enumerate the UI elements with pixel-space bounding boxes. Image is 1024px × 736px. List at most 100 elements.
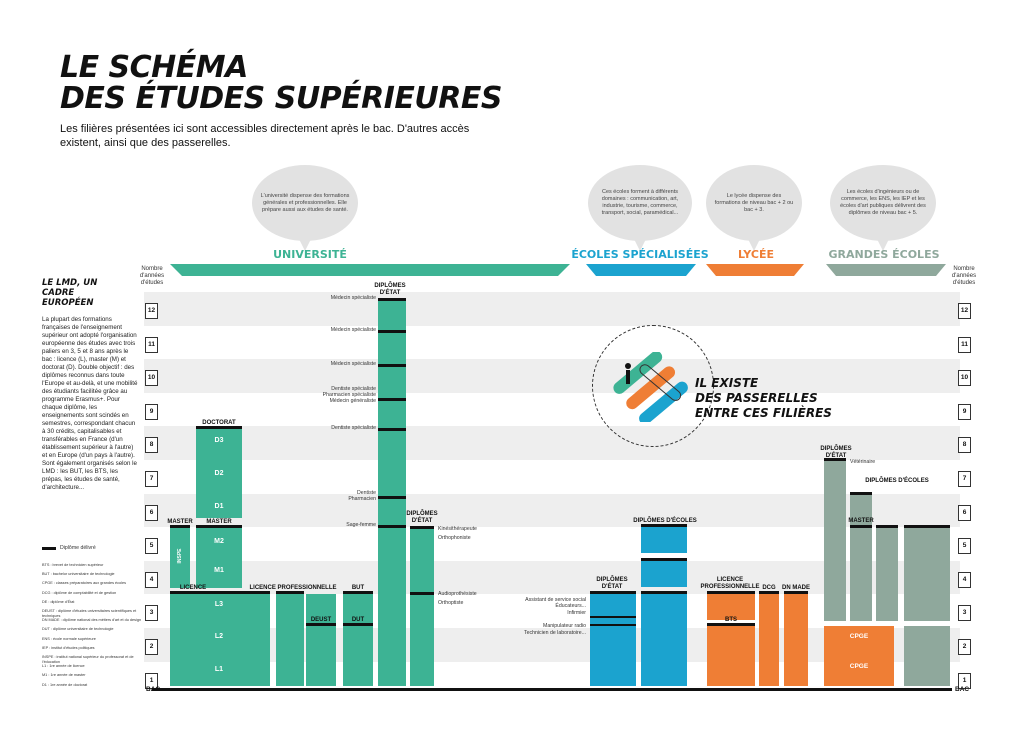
- year-box-r-9: 9: [958, 403, 971, 420]
- year-box-l-5: 5: [145, 538, 158, 555]
- label-veterinaire: Vétérinaire: [850, 459, 876, 465]
- diplome-bar-dnmade: [784, 591, 808, 594]
- legend-item: DE : diplôme d'État: [42, 599, 75, 604]
- label-licence-pro: LICENCE PROFESSIONNELLE: [249, 585, 337, 591]
- label-sante-5: Médecin généraliste: [329, 398, 376, 404]
- passerelles-line-2: DES PASSERELLES: [695, 391, 818, 405]
- legend-item: L1 : 1re année de licence: [42, 664, 85, 669]
- diplome-bar-dcg: [759, 591, 779, 594]
- label-dcg: DCG: [762, 585, 776, 591]
- block-licence: [170, 594, 270, 686]
- section-lycee: LYCÉE: [738, 248, 774, 261]
- diplome-bar-master: [196, 525, 242, 528]
- year-box-r-4: 4: [958, 571, 971, 588]
- label-l2: L2: [214, 633, 224, 640]
- label-metier-2: Infirmier: [567, 610, 586, 616]
- bubble-grandes-ecoles: Les écoles d'ingénieurs ou de commerce, …: [830, 165, 936, 251]
- diplome-bar-ge-3: [876, 525, 898, 528]
- label-d1: D1: [214, 503, 224, 510]
- year-box-r-2: 2: [958, 639, 971, 655]
- axis-header-right: Nombre d'années d'études: [951, 266, 977, 286]
- bubble-ecoles-specialisees: Ces écoles forment à différents domaines…: [588, 165, 692, 251]
- section-grandes-ecoles: GRANDES ÉCOLES: [828, 248, 940, 261]
- label-sante-1: Médecin spécialiste: [330, 327, 376, 333]
- arrow-lycee: [706, 264, 804, 276]
- bubble-lycee-text: Le lycée dispense des formations de nive…: [714, 192, 794, 213]
- block-veterinaire: [824, 461, 846, 621]
- block-diplomes-etat-para: [410, 526, 434, 686]
- year-box-r-7: 7: [958, 471, 971, 487]
- legend-item: D1 : 1re année de doctorat: [42, 682, 88, 687]
- lmd-body: La plupart des formations françaises de …: [42, 316, 138, 491]
- block-ecoles-etat: [590, 594, 636, 686]
- label-para-1: Orthophoniste: [438, 535, 471, 541]
- year-box-l-9: 9: [145, 403, 158, 420]
- diplome-bar-sante: [378, 525, 406, 528]
- block-ge-4: [904, 528, 950, 621]
- label-sante-7: Dentiste: [356, 490, 376, 496]
- diplome-bar-para: [410, 526, 434, 529]
- legend-item: BUT : bachelor universitaire de technolo…: [42, 572, 115, 577]
- passerelles-line-3: ENTRE CES FILIÈRES: [695, 406, 832, 420]
- legend-item: INSPE : institut national supérieur du p…: [42, 655, 134, 664]
- label-metier-3: Manipulateur radio: [543, 623, 586, 629]
- diplome-bar-but: [343, 591, 373, 594]
- year-box-l-12: 12: [145, 303, 158, 319]
- bubble-lycee: Le lycée dispense des formations de nive…: [706, 165, 802, 251]
- diplome-bar-veterinaire: [824, 458, 846, 461]
- diplome-bar-dut: [343, 623, 373, 626]
- year-box-l-7: 7: [145, 471, 158, 487]
- diplome-bar-ecoles-spec-top: [641, 524, 687, 527]
- block-licence-pro-lower: [306, 594, 336, 624]
- block-sante: [378, 298, 406, 686]
- diplome-bar-sante: [378, 330, 406, 333]
- diplome-bar-sante: [378, 496, 406, 499]
- block-ecoles-spec-low: [641, 594, 687, 686]
- label-para-3: Orthoptiste: [438, 600, 464, 606]
- year-box-l-2: 2: [145, 639, 158, 655]
- block-cpge: [824, 626, 894, 686]
- legend-item: DCG : diplôme de comptabilité et de gest…: [42, 590, 117, 595]
- label-master: MASTER: [206, 519, 232, 525]
- diplome-bar-ge-small: [850, 492, 872, 495]
- year-box-l-1: 1: [145, 672, 158, 689]
- label-licence-pro-lycee: LICENCE PROFESSIONNELLE: [700, 577, 760, 590]
- year-box-l-6: 6: [145, 504, 158, 521]
- section-ecoles-specialisees: ÉCOLES SPÉCIALISÉES: [571, 248, 709, 261]
- section-universite: UNIVERSITÉ: [273, 248, 347, 261]
- block-ge-3: [876, 528, 898, 621]
- passerelles-line-1: IL EXISTE: [695, 376, 759, 390]
- block-m2-m1: [196, 528, 242, 588]
- diplome-bar-ge-4: [904, 525, 950, 528]
- diplome-bar-sante: [378, 428, 406, 431]
- block-but: [343, 594, 373, 686]
- diplome-bar-bts: [707, 623, 755, 626]
- legend-diplome-label: Diplôme délivré: [60, 545, 96, 551]
- legend-item: DEUST : diplôme d'études universitaires …: [42, 609, 137, 618]
- block-ecoles-spec-mid: [641, 561, 687, 587]
- label-diplomes-etat-ecoles: DIPLÔMES D'ÉTAT: [596, 577, 628, 590]
- label-l3: L3: [214, 601, 224, 608]
- label-but: BUT: [351, 585, 365, 591]
- year-box-l-8: 8: [145, 437, 158, 454]
- year-box-r-1: 1: [958, 672, 971, 689]
- label-sante-3: Dentiste spécialiste: [331, 386, 376, 392]
- diplome-bar-ge-master: [850, 525, 872, 528]
- title-line-1: LE SCHÉMA: [60, 50, 248, 85]
- legend-item: IEP : institut d'études politiques: [42, 645, 95, 650]
- block-deust: [306, 626, 336, 686]
- passerelles-icon: [613, 352, 688, 422]
- label-m2: M2: [214, 538, 224, 545]
- legend-diplome-bar: [42, 547, 56, 550]
- year-box-r-5: 5: [958, 538, 971, 555]
- label-metier-1: Éducateurs...: [555, 603, 586, 609]
- label-cpge-2: CPGE: [849, 633, 869, 640]
- label-diplomes-etat-sante: DIPLÔMES D'ÉTAT: [374, 283, 406, 296]
- bubble-universite: L'université dispense des formations gén…: [252, 165, 358, 251]
- diplome-bar-doctorat: [196, 426, 242, 429]
- year-box-l-4: 4: [145, 571, 158, 588]
- diplome-bar-licence-pro: [276, 591, 304, 594]
- passerelles-circle: [592, 325, 714, 447]
- arrow-ecoles-specialisees: [586, 264, 696, 276]
- label-para-2: Audioprothésiste: [438, 591, 477, 597]
